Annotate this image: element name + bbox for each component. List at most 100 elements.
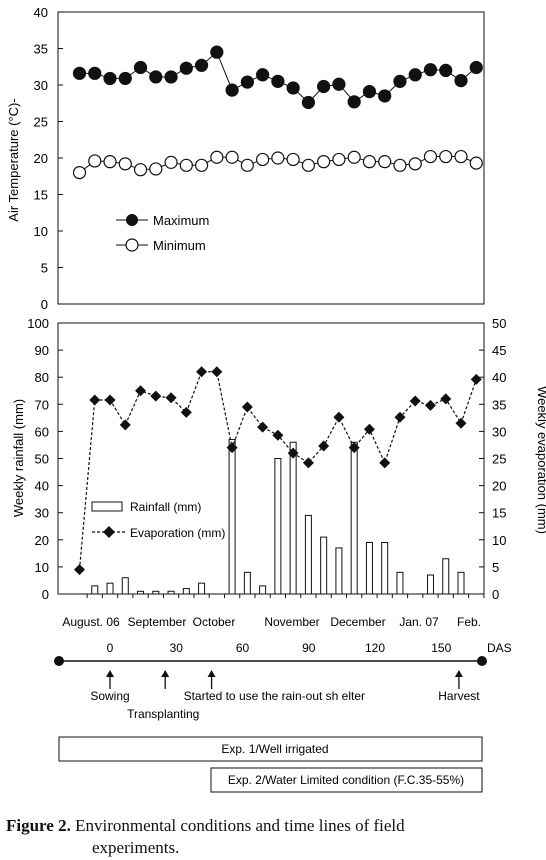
maximum-point [88, 66, 102, 80]
rainfall-bar [182, 588, 190, 595]
rainfall-bar [381, 542, 389, 595]
rainfall-bar [335, 547, 343, 595]
maximum-point [378, 89, 392, 103]
maximum-point [362, 84, 377, 99]
evaporation-point [470, 373, 482, 385]
rainfall-y-tick-label: 20 [35, 533, 49, 548]
rainfall-bar [259, 585, 267, 595]
figure: 0 5 10 15 20 25 30 35 40 Air Temperature (°C)- M… [6, 5, 546, 793]
rainfall-y-tick-label: 80 [35, 370, 49, 385]
timeline-events: Sowing Transplanting Started to use the ra… [90, 670, 480, 721]
maximum-point [393, 74, 407, 88]
maximum-point [194, 58, 209, 72]
evaporation-point [333, 411, 345, 423]
event-label: Transplanting [127, 707, 199, 721]
legend-minimum-marker [125, 238, 139, 252]
evaporation-y-tick-label: 30 [492, 424, 506, 439]
event-arrowhead [454, 670, 463, 677]
evaporation-point [135, 385, 147, 397]
das-tick-label: 150 [431, 641, 451, 655]
maximum-point [347, 95, 361, 109]
rainfall-y-label: Weekly rainfall (mm) [11, 399, 26, 517]
minimum-point [393, 158, 407, 172]
minimum-point [271, 151, 285, 165]
evaporation-point [196, 366, 208, 378]
timeline-end-dot [477, 656, 487, 666]
minimum-point [72, 166, 87, 180]
maximum-point [423, 63, 438, 77]
evaporation-series [74, 366, 482, 576]
maximum-point [149, 70, 163, 84]
minimum-point [362, 155, 377, 169]
maximum-point [240, 75, 254, 89]
rainfall-y-tick-label: 100 [27, 316, 49, 331]
exp1-label: Exp. 1/Well irrigated [221, 742, 328, 756]
rainfall-bar [228, 439, 236, 595]
evaporation-point [257, 421, 269, 433]
minimum-point [256, 152, 270, 167]
rainfall-y-tick-label: 40 [35, 479, 49, 494]
minimum-point [225, 150, 239, 164]
maximum-point [271, 74, 285, 88]
maximum-point [317, 79, 331, 94]
evaporation-y-tick-label: 40 [492, 370, 506, 385]
rainfall-bar [243, 571, 251, 595]
das-tick-label: 30 [170, 641, 184, 655]
evaporation-point [348, 442, 360, 454]
rainfall-bar [304, 514, 312, 595]
temperature-y-tick-label: 40 [34, 5, 48, 20]
rainfall-bar [289, 441, 297, 595]
legend-evaporation-marker [103, 526, 115, 538]
evaporation-point [165, 392, 177, 404]
evaporation-y-axis: 0 5 10 15 20 25 30 35 40 45 50 [479, 316, 506, 602]
legend-evaporation-label: Evaporation (mm) [130, 526, 225, 540]
maximum-point [103, 71, 117, 86]
minimum-point [378, 155, 392, 169]
figure-caption: Figure 2. Environmental conditions and t… [6, 815, 542, 859]
caption-text-line1: Environmental conditions and time lines … [75, 816, 405, 835]
rainfall-bar [167, 590, 175, 595]
maximum-point [469, 60, 483, 75]
minimum-point [317, 155, 331, 169]
evaporation-point [394, 411, 406, 423]
temperature-chart: 0 5 10 15 20 25 30 35 40 Air Temperature (°C)- M… [6, 5, 485, 312]
evaporation-y-tick-label: 10 [492, 533, 506, 548]
caption-label: Figure 2. [6, 816, 71, 835]
minimum-point [133, 163, 148, 177]
minimum-point [210, 150, 224, 164]
evaporation-y-tick-label: 15 [492, 506, 506, 521]
maximum-point [179, 61, 193, 75]
maximum-point [210, 45, 224, 59]
evaporation-point [379, 457, 391, 469]
evaporation-y-tick-label: 5 [492, 560, 499, 575]
minimum-point [149, 162, 163, 176]
das-ticks: 0 30 60 90 120 150 [107, 641, 452, 655]
evaporation-y-tick-label: 0 [492, 587, 499, 602]
month-label: August. 06 [62, 615, 120, 629]
rainfall-y-tick-label: 10 [35, 560, 49, 575]
rainfall-bar [320, 536, 328, 595]
minimum-point [179, 158, 193, 172]
temperature-y-tick-label: 25 [34, 115, 48, 130]
experiment-bars: Exp. 1/Well irrigated Exp. 2/Water Limit… [58, 736, 483, 793]
evaporation-point [104, 394, 116, 406]
legend-maximum-marker [126, 214, 138, 226]
rainfall-bar [274, 458, 282, 595]
rainfall-bar [121, 577, 129, 595]
evaporation-point [363, 423, 375, 435]
event-label: Sowing [90, 689, 129, 703]
maximum-point [408, 68, 422, 82]
maximum-point [72, 66, 87, 80]
month-label: Jan. 07 [399, 615, 439, 629]
rainfall-evaporation-chart: 0 10 20 30 40 50 60 70 80 90 100 0 5 10 15 20 25 30 35 40 4… [11, 316, 546, 629]
rainfall-legend: Rainfall (mm) Evaporation (mm) [91, 500, 225, 540]
minimum-point [286, 152, 300, 167]
temperature-plot-frame [57, 11, 485, 305]
das-tick-label: 90 [302, 641, 316, 655]
maximum-point [164, 70, 178, 84]
maximum-point [332, 77, 346, 91]
rainfall-y-axis: 0 10 20 30 40 50 60 70 80 90 100 [27, 316, 485, 602]
exp1-box [58, 736, 483, 762]
maximum-point [439, 63, 453, 78]
event-arrowhead [161, 670, 170, 677]
